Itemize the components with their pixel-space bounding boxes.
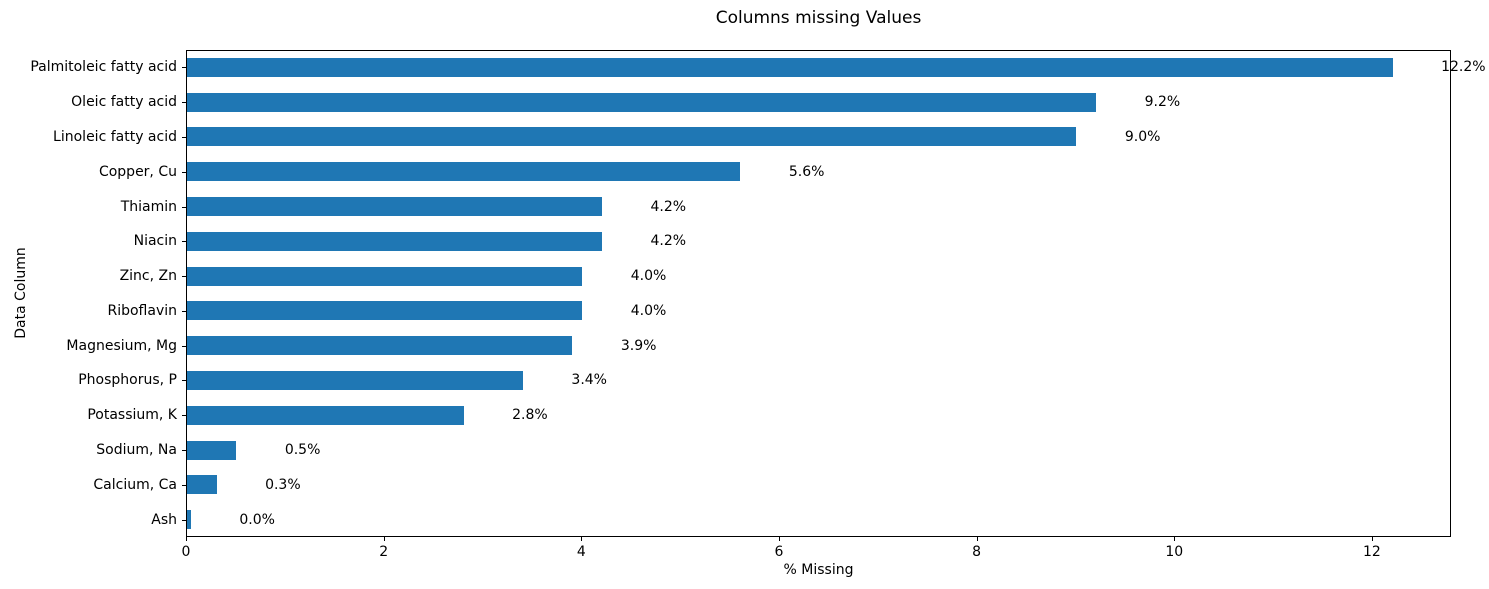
x-tick-mark	[778, 537, 780, 541]
bar-2	[187, 127, 1076, 147]
y-tick-mark	[182, 171, 186, 173]
bar-value-label: 2.8%	[512, 407, 548, 424]
x-axis-label: % Missing	[783, 562, 854, 578]
x-tick-mark	[186, 537, 187, 541]
x-tick-mark	[581, 537, 583, 541]
bar-11	[187, 440, 236, 460]
bar-1	[187, 92, 1096, 112]
bar-value-label: 5.6%	[788, 163, 825, 180]
bar-value-label: 0.5%	[284, 442, 321, 459]
y-tick-label: Oleic fatty acid	[71, 94, 177, 111]
bar-value-label: 3.4%	[571, 372, 607, 389]
x-tick-mark	[1371, 537, 1373, 541]
bar-10	[187, 405, 464, 425]
x-tick-label: 0	[181, 544, 191, 560]
bar-value-label: 0.3%	[265, 476, 301, 493]
bar-value-label: 9.0%	[1124, 128, 1161, 145]
plot-area	[186, 50, 1451, 537]
chart-title: Columns missing Values	[715, 8, 922, 28]
bar-value-label: 4.2%	[650, 233, 687, 250]
bar-8	[187, 336, 572, 356]
y-tick-label: Palmitoleic fatty acid	[30, 59, 177, 76]
y-tick-mark	[182, 484, 186, 486]
bar-value-label: 0.0%	[239, 511, 275, 528]
bar-value-label: 4.2%	[650, 198, 687, 215]
y-tick-mark	[182, 519, 186, 521]
x-tick-label: 10	[1165, 544, 1184, 560]
y-tick-mark	[182, 67, 186, 69]
x-tick-mark	[1174, 537, 1176, 541]
bar-4	[187, 197, 602, 217]
bar-value-label: 4.0%	[630, 268, 667, 285]
bar-12	[187, 475, 217, 495]
y-tick-mark	[182, 206, 186, 208]
bar-value-label: 12.2%	[1441, 59, 1486, 76]
y-tick-label: Calcium, Ca	[93, 476, 177, 493]
y-tick-label: Zinc, Zn	[119, 268, 177, 285]
y-tick-mark	[182, 345, 186, 347]
y-tick-mark	[182, 380, 186, 382]
y-tick-label: Sodium, Na	[96, 442, 177, 459]
bar-7	[187, 301, 582, 321]
y-tick-mark	[182, 241, 186, 243]
y-tick-label: Niacin	[133, 233, 177, 250]
x-tick-mark	[383, 537, 385, 541]
y-tick-label: Linoleic fatty acid	[53, 128, 177, 145]
y-axis-label: Data Column	[13, 247, 29, 339]
y-tick-label: Magnesium, Mg	[66, 337, 177, 354]
x-tick-label: 6	[774, 544, 784, 560]
bar-value-label: 3.9%	[620, 337, 657, 354]
bar-3	[187, 162, 740, 182]
bar-0	[187, 57, 1393, 77]
x-tick-label: 4	[576, 544, 586, 560]
bar-13	[187, 510, 191, 530]
bar-5	[187, 231, 602, 251]
y-tick-mark	[182, 310, 186, 312]
y-tick-mark	[182, 276, 186, 278]
x-tick-label: 2	[379, 544, 389, 560]
bar-value-label: 4.0%	[630, 302, 667, 319]
y-tick-label: Ash	[151, 511, 177, 528]
y-tick-mark	[182, 450, 186, 452]
y-tick-label: Potassium, K	[87, 407, 177, 424]
bar-9	[187, 370, 523, 390]
y-tick-label: Riboflavin	[107, 302, 177, 319]
y-tick-label: Thiamin	[120, 198, 177, 215]
y-tick-mark	[182, 136, 186, 138]
x-tick-label: 8	[972, 544, 982, 560]
y-tick-mark	[182, 102, 186, 104]
y-tick-label: Phosphorus, P	[78, 372, 177, 389]
x-tick-mark	[976, 537, 978, 541]
y-tick-label: Copper, Cu	[98, 163, 177, 180]
bar-6	[187, 266, 582, 286]
x-tick-label: 12	[1363, 544, 1381, 560]
bar-value-label: 9.2%	[1144, 94, 1181, 111]
y-tick-mark	[182, 415, 186, 417]
